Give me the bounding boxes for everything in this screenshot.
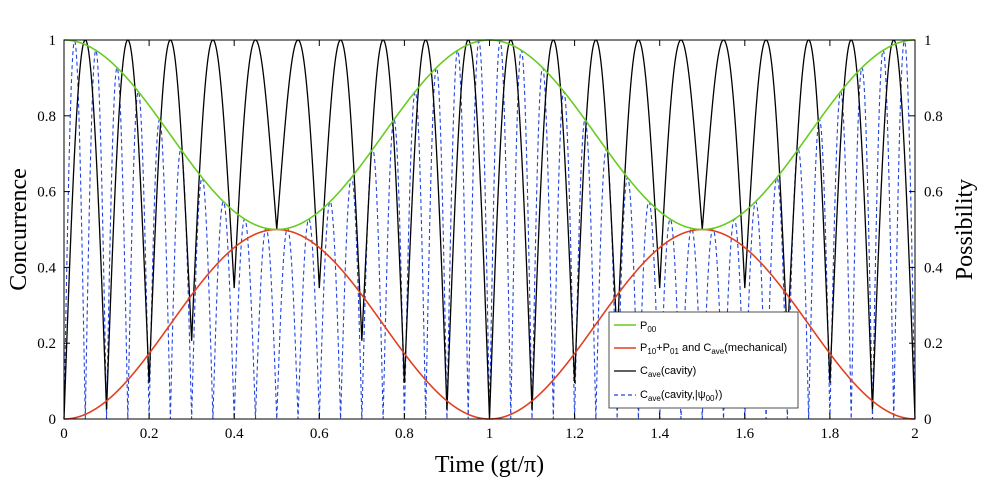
- y-tick-label-right: 0.6: [924, 185, 943, 201]
- y-tick-label-right: 0.8: [924, 109, 943, 125]
- y-tick-label-left: 0: [49, 412, 57, 428]
- y-tick-label-left: 1: [49, 33, 57, 49]
- legend-box: [608, 311, 799, 409]
- legend-label-cavity: Cave(cavity): [640, 365, 696, 379]
- y-axis-title-left: Concurrence: [6, 168, 32, 291]
- y-tick-label-left: 0.8: [37, 109, 56, 125]
- y-tick-label-left: 0.6: [37, 185, 56, 201]
- x-tick-label: 1.8: [821, 426, 840, 442]
- x-tick-label: 1.6: [735, 426, 754, 442]
- y-tick-label-right: 0.4: [924, 260, 943, 276]
- x-tick-label: 0.2: [140, 426, 159, 442]
- y-tick-label-right: 1: [924, 33, 932, 49]
- x-tick-label: 1.2: [565, 426, 584, 442]
- legend-label-mechanical: P10+P01 and Cave(mechanical): [640, 342, 787, 356]
- legend-label-cavity-psi00: Cave(cavity,|ψ00⟩): [640, 389, 722, 403]
- y-tick-label-left: 0.4: [37, 260, 56, 276]
- x-tick-label: 0: [60, 426, 68, 442]
- x-tick-label: 0.4: [225, 426, 244, 442]
- x-tick-label: 0.6: [310, 426, 329, 442]
- x-tick-label: 1.4: [650, 426, 669, 442]
- x-tick-label: 2: [911, 426, 919, 442]
- y-axis-title-right: Possibility: [952, 179, 978, 280]
- y-tick-label-right: 0: [924, 412, 932, 428]
- x-tick-label: 0.8: [395, 426, 414, 442]
- x-tick-label: 1: [486, 426, 494, 442]
- y-tick-label-left: 0.2: [37, 336, 56, 352]
- y-tick-label-right: 0.2: [924, 336, 943, 352]
- ticks-layer: 0 0.2 0.4 0.6 0.8 1 1.2 1.4 1.6 1.8 200.20.40.60.8…: [37, 33, 943, 442]
- legend: P00 P10+P01 and Cave(mechanical) Cave(ca…: [608, 311, 799, 409]
- x-axis-title: Time (gt/π): [435, 452, 544, 478]
- legend-label-p00: P00: [640, 320, 657, 334]
